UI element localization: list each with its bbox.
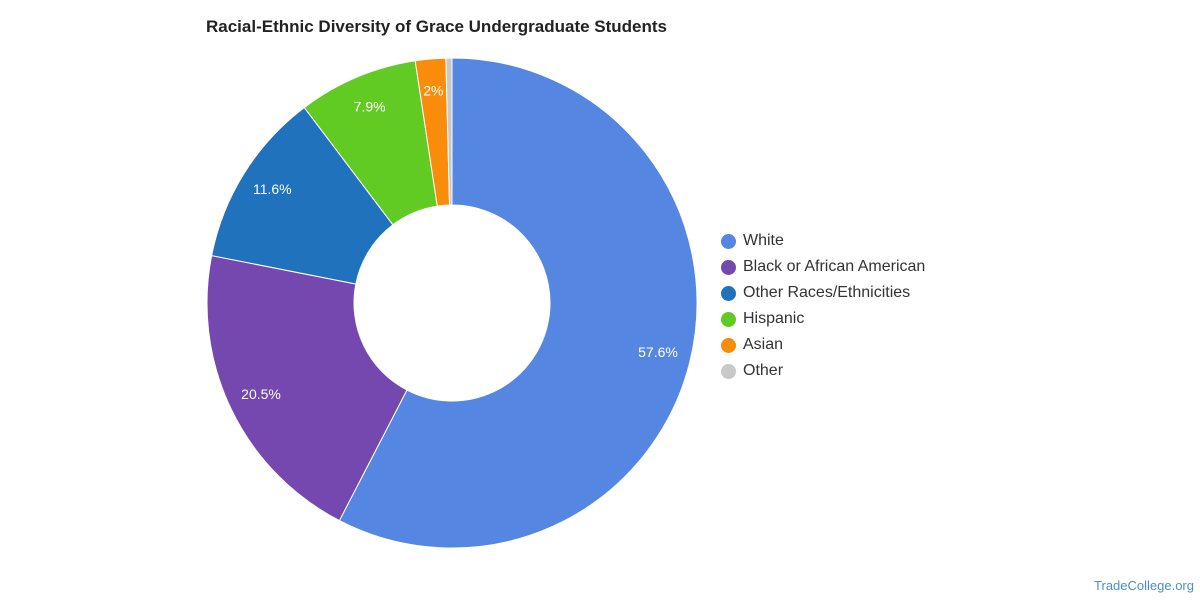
chart-title: Racial-Ethnic Diversity of Grace Undergr… [206,17,668,36]
legend-label: Asian [743,336,784,353]
legend-swatch-icon [721,311,736,327]
slice-label-asian: 2% [423,83,443,99]
slice-black-or-african-american[interactable] [206,254,408,522]
donut-slice-labels: 57.6% 20.5% 11.6% 7.9% 2% [241,83,678,402]
legend-label: White [743,232,784,249]
legend-item-asian[interactable]: Asian [721,332,925,358]
chart-legend: White Black or African American Other Race… [721,228,925,384]
legend-item-black-or-african-american[interactable]: Black or African American [721,254,925,280]
legend-label: Other [743,362,784,379]
slice-label-white: 57.6% [638,344,678,360]
legend-swatch-icon [721,337,736,353]
legend-swatch-icon [721,363,736,379]
legend-item-hispanic[interactable]: Hispanic [721,306,925,332]
slice-white[interactable] [338,57,698,549]
legend-item-other-races-ethnicities[interactable]: Other Races/Ethnicities [721,280,925,306]
legend-swatch-icon [721,233,736,249]
legend-label: Other Races/Ethnicities [743,284,911,301]
legend-item-other[interactable]: Other [721,358,925,384]
legend-label: Hispanic [743,310,805,327]
slice-label-other-races-ethnicities: 11.6% [253,181,292,197]
slice-other-races-ethnicities[interactable] [211,106,394,285]
donut-slices [206,57,698,549]
slice-other[interactable] [445,57,453,206]
legend-swatch-icon [721,285,736,301]
legend-label: Black or African American [743,258,926,275]
credit-link[interactable]: TradeCollege.org [1094,578,1194,593]
slice-label-hispanic: 7.9% [354,98,386,114]
slice-label-black-or-african-american: 20.5% [241,386,281,402]
legend-swatch-icon [721,259,736,275]
legend-item-white[interactable]: White [721,228,925,254]
